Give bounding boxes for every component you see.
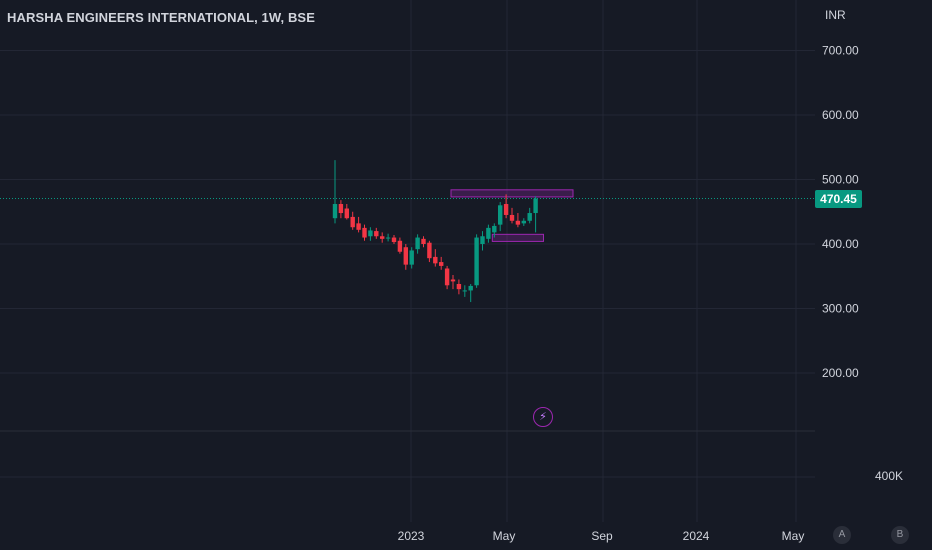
candle[interactable] [397, 237, 403, 254]
candle-body [498, 205, 503, 225]
auto-scale-button[interactable]: A [833, 526, 851, 544]
price-tick-label: 300.00 [822, 302, 859, 316]
candle[interactable] [533, 196, 538, 233]
price-tick-label: 700.00 [822, 44, 859, 58]
candle[interactable] [486, 224, 491, 243]
last-price-badge: 470.45 [815, 189, 862, 208]
candle[interactable] [338, 200, 344, 219]
candle[interactable] [509, 207, 515, 224]
candle-body [462, 290, 467, 292]
candle-body [468, 285, 473, 291]
candle-body [350, 216, 355, 228]
price-tick-label: 200.00 [822, 366, 859, 380]
candle[interactable] [332, 160, 338, 224]
candle[interactable] [356, 216, 361, 233]
candle-body [509, 214, 515, 221]
candle[interactable] [374, 227, 379, 239]
candle[interactable] [521, 218, 526, 226]
price-tick-label: 600.00 [822, 108, 859, 122]
candle-body [492, 225, 497, 233]
candle[interactable] [427, 240, 432, 263]
candle-body [332, 204, 338, 219]
candle-body [409, 250, 414, 265]
candle[interactable] [503, 194, 509, 219]
time-tick-label: May [493, 529, 516, 543]
candle-body [415, 237, 420, 250]
candle-body [533, 198, 538, 214]
price-tick-label: 500.00 [822, 173, 859, 187]
candle-body [344, 208, 349, 219]
candle[interactable] [492, 223, 497, 238]
candle[interactable] [403, 244, 408, 270]
candles-layer[interactable] [332, 160, 538, 303]
candle-body [527, 213, 532, 221]
time-tick-label: 2023 [398, 529, 425, 543]
candle-body [450, 279, 456, 282]
candle-body [380, 236, 385, 239]
time-axis[interactable]: 2023 May Sep 2024 May [398, 529, 805, 543]
candle-body [486, 227, 491, 239]
candle[interactable] [474, 234, 479, 288]
resistance-zone[interactable] [450, 189, 574, 198]
candle-body [397, 240, 403, 252]
volume-axis-label: 400K [875, 469, 904, 483]
candle[interactable] [380, 232, 385, 243]
flash-icon[interactable]: ⚡ [533, 407, 553, 427]
time-tick-label: May [782, 529, 805, 543]
candle[interactable] [527, 207, 532, 224]
candle-body [439, 262, 444, 266]
candle[interactable] [462, 285, 467, 297]
support-zone[interactable] [491, 233, 544, 242]
candle-body [503, 204, 509, 215]
price-tick-label: 400.00 [822, 237, 859, 251]
candle-body [385, 237, 391, 239]
time-tick-label: Sep [591, 529, 613, 543]
candle[interactable] [368, 227, 373, 241]
time-tick-label: 2024 [683, 529, 710, 543]
candle[interactable] [415, 234, 420, 254]
grid-lines [0, 0, 815, 522]
candle-body [480, 236, 485, 244]
candle[interactable] [350, 211, 355, 230]
bold-scale-button[interactable]: B [891, 526, 909, 544]
price-axis[interactable]: 700.00 600.00 500.00 400.00 300.00 200.00 [822, 44, 859, 381]
candle[interactable] [385, 233, 391, 242]
candle-body [356, 223, 361, 230]
candle[interactable] [344, 204, 349, 220]
candle-body [521, 220, 526, 224]
candle-body [515, 220, 521, 225]
candle[interactable] [433, 249, 438, 267]
candle[interactable] [444, 265, 450, 290]
candle[interactable] [362, 224, 367, 241]
chart-title: HARSHA ENGINEERS INTERNATIONAL, 1W, BSE [7, 10, 315, 25]
candle-body [368, 230, 373, 237]
candle-body [374, 231, 379, 237]
candle-body [391, 237, 397, 243]
candle-body [456, 283, 462, 290]
candle-body [421, 238, 426, 244]
candle[interactable] [450, 274, 456, 290]
candle-body [433, 256, 438, 264]
candle[interactable] [421, 236, 426, 248]
currency-label: INR [825, 8, 846, 22]
candle-body [444, 268, 450, 286]
candle[interactable] [439, 256, 444, 270]
candle[interactable] [498, 202, 503, 232]
candle[interactable] [480, 231, 485, 251]
candle[interactable] [391, 234, 397, 244]
candle[interactable] [456, 279, 462, 295]
candle-body [362, 227, 367, 238]
candle-body [427, 242, 432, 259]
volume-pane-divider [0, 430, 815, 478]
candle[interactable] [409, 247, 414, 269]
candle-body [474, 237, 479, 286]
zone-layer[interactable] [450, 189, 574, 242]
candle[interactable] [515, 213, 521, 228]
candle[interactable] [468, 283, 473, 303]
candle-body [338, 204, 344, 214]
candle-body [403, 247, 408, 265]
